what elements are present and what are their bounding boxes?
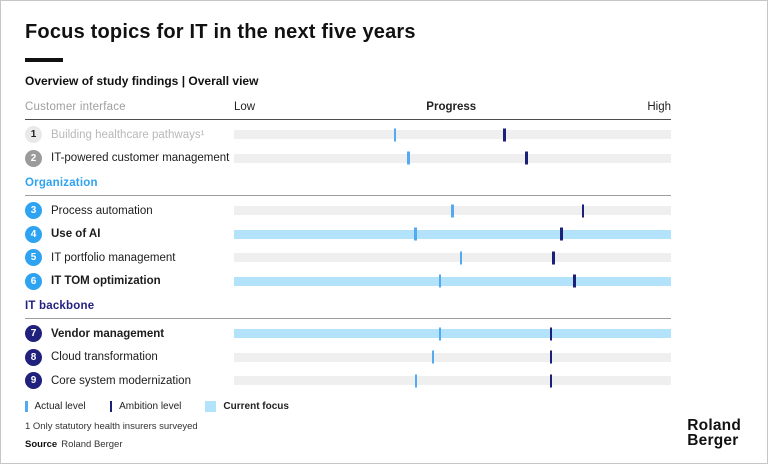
ambition-level-marker [560,227,563,241]
topic-label: Core system modernization [51,374,191,387]
topic-row-building-healthcare-pathways: 1 Building healthcare pathways¹ [25,123,671,147]
topic-label: Process automation [51,204,153,217]
ambition-level-marker [552,251,555,265]
topic-label-cell: 4 Use of AI [25,225,234,243]
progress-track [234,204,671,218]
axis-label-progress: Progress [426,101,477,113]
section-rows-it-backbone: 7 Vendor management 8 Cloud transformation 9… [25,319,671,393]
topic-row-it-tom-optimization: 6 IT TOM optimization [25,270,671,294]
topic-number-badge: 6 [25,272,42,290]
topic-label: Use of AI [51,228,101,241]
topic-label-cell: 5 IT portfolio management [25,249,234,267]
ambition-level-marker [573,274,576,288]
progress-track-current-focus [234,227,671,241]
topic-row-vendor-management: 7 Vendor management [25,322,671,346]
topic-label: IT TOM optimization [51,275,161,288]
progress-track [234,251,671,265]
progress-track [234,374,671,388]
source-value: Roland Berger [61,438,123,450]
section-title-it-backbone: IT backbone [25,299,671,319]
axis-label-low: Low [234,101,256,113]
topic-label: Cloud transformation [51,351,158,364]
topic-label: IT-powered customer management [51,152,230,165]
topic-label-cell: 3 Process automation [25,202,234,220]
progress-track-current-focus [234,274,671,288]
topic-label-cell: 2 IT-powered customer management [25,149,234,167]
actual-level-marker [459,251,463,265]
legend-label-actual-level: Actual level [34,400,86,412]
topic-label-cell: 1 Building healthcare pathways¹ [25,126,234,144]
legend: Actual level Ambition level Current focu… [25,400,671,412]
axis-header: Customer interface Low Progress High [25,101,671,120]
progress-track [234,151,671,165]
topic-label: Building healthcare pathways¹ [51,128,205,141]
topic-number-badge: 1 [25,126,42,144]
topic-number-badge: 8 [25,348,42,366]
actual-level-marker [438,274,442,288]
axis-labels: Low Progress High [234,101,671,113]
topic-label: IT portfolio management [51,251,176,264]
ambition-level-marker [581,204,585,218]
legend-label-ambition-level: Ambition level [119,400,182,412]
roland-berger-logo: Roland Berger [687,417,741,449]
topic-label: Vendor management [51,327,165,340]
ambition-level-swatch [109,400,113,412]
topic-row-it-portfolio-management: 5 IT portfolio management [25,246,671,270]
topic-number-badge: 4 [25,225,42,243]
chart-sections: 1 Building healthcare pathways¹ 2 IT-powere… [25,120,671,393]
actual-level-marker [431,350,435,364]
current-focus-swatch [205,400,217,412]
progress-track-current-focus [234,327,671,341]
source-label: Source [25,438,58,450]
actual-level-marker [414,227,417,241]
topic-label-cell: 9 Core system modernization [25,372,234,390]
actual-level-marker [451,204,454,218]
progress-track [234,350,671,364]
topic-label-cell: 8 Cloud transformation [25,348,234,366]
ambition-level-marker [549,350,553,364]
actual-level-swatch [25,400,28,412]
actual-level-marker [438,327,442,341]
topic-number-badge: 7 [25,325,42,343]
ambition-level-marker [549,374,553,388]
topic-number-badge: 9 [25,372,42,390]
section-rows-organization: 3 Process automation 4 Use of AI 5 IT portfol… [25,196,671,293]
source-line: Source Roland Berger [25,439,671,450]
topic-row-core-system-modernization: 9 Core system modernization [25,369,671,393]
topic-label-cell: 7 Vendor management [25,325,234,343]
topic-number-badge: 5 [25,249,42,267]
progress-track [234,128,671,142]
axis-label-high: High [647,101,671,113]
page-title: Focus topics for IT in the next five yea… [25,21,416,43]
topic-row-cloud-transformation: 8 Cloud transformation [25,346,671,370]
actual-level-marker [414,374,418,388]
topic-row-use-of-ai: 4 Use of AI [25,223,671,247]
title-underline [25,58,63,62]
legend-item-ambition-level: Ambition level [109,400,182,412]
ambition-level-marker [525,151,528,165]
ambition-level-marker [503,128,506,142]
actual-level-marker [393,128,397,142]
legend-item-current-focus: Current focus [205,400,289,412]
chart: Customer interface Low Progress High 1 Bu… [25,101,671,393]
legend-item-actual-level: Actual level [25,400,86,412]
section-title-organization: Organization [25,176,671,196]
ambition-level-marker [549,327,553,341]
section-rows-customer-interface: 1 Building healthcare pathways¹ 2 IT-powere… [25,120,671,170]
page-subtitle: Overview of study findings | Overall vie… [25,74,259,88]
topic-row-process-automation: 3 Process automation [25,199,671,223]
logo-line-1: Roland [687,417,741,434]
legend-label-current-focus: Current focus [223,400,289,412]
logo-line-2: Berger [687,432,739,449]
topic-row-it-powered-customer-management: 2 IT-powered customer management [25,147,671,171]
topic-label-cell: 6 IT TOM optimization [25,272,234,290]
actual-level-marker [407,151,410,165]
topic-number-badge: 3 [25,202,42,220]
section-title-customer-interface: Customer interface [25,101,126,113]
topic-number-badge: 2 [25,149,42,167]
footnote: 1 Only statutory health insurers surveye… [25,420,198,432]
